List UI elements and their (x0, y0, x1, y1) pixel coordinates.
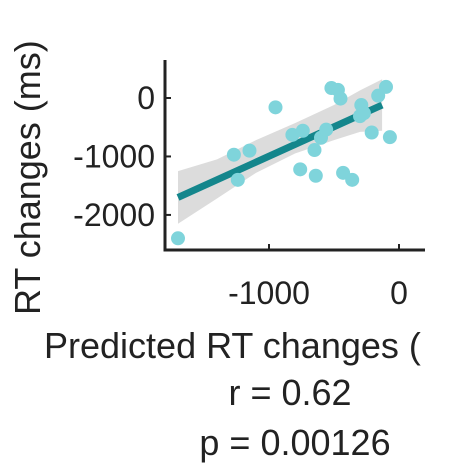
x-tick-label: -1000 (228, 275, 310, 311)
data-points-layer (171, 79, 397, 246)
x-axis-label: Predicted RT changes ( (44, 325, 421, 366)
data-point (319, 122, 334, 137)
y-tick-label: -1000 (73, 138, 155, 174)
x-tick-label: 0 (390, 275, 408, 311)
p-value-annotation: p = 0.00126 (199, 422, 390, 463)
y-axis-label: RT changes (ms) (7, 40, 48, 315)
data-point (307, 143, 322, 158)
data-point (382, 130, 397, 145)
fit-line-layer (176, 101, 384, 201)
data-point (345, 172, 360, 187)
data-point (293, 162, 308, 177)
data-point (308, 168, 323, 183)
data-point (230, 172, 245, 187)
data-point (226, 147, 241, 162)
y-tick-label: -2000 (73, 197, 155, 233)
y-tick-label: 0 (137, 80, 155, 116)
data-point (356, 106, 371, 121)
data-point (379, 79, 393, 94)
data-point (242, 143, 257, 158)
data-point (333, 91, 348, 106)
axes-layer: -1000 0 0 -1000 -2000 (73, 60, 425, 311)
data-point (295, 123, 310, 138)
data-point (268, 100, 283, 115)
regression-line (176, 101, 384, 201)
data-point (171, 231, 185, 246)
data-point (364, 125, 379, 140)
r-value-annotation: r = 0.62 (228, 372, 351, 413)
